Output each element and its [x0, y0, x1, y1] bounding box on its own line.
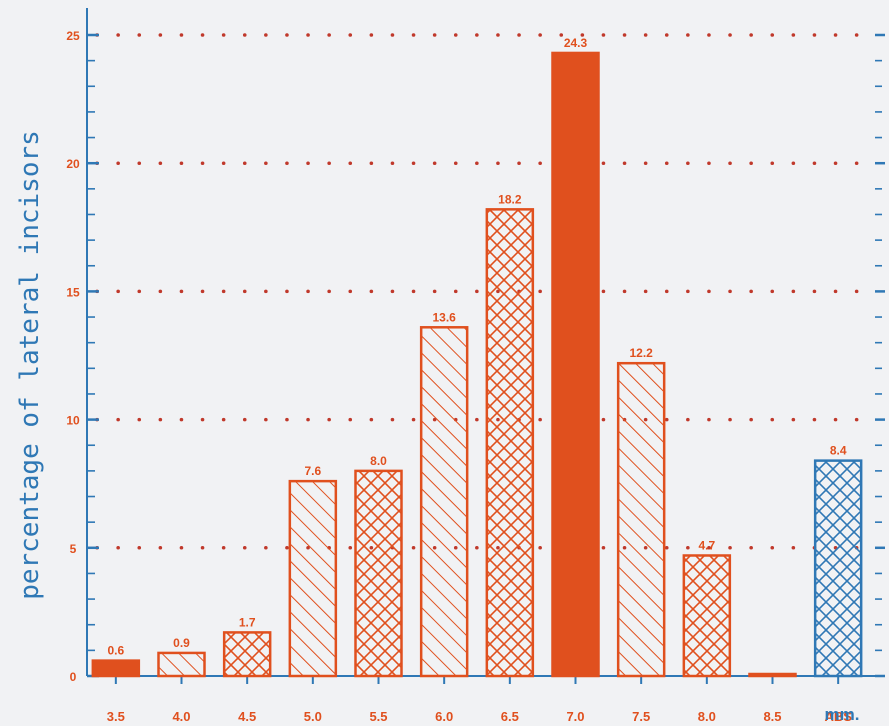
y-tick-label: 20 [66, 157, 80, 171]
bar [157, 651, 206, 678]
y-tick-label: 5 [70, 542, 77, 556]
bar-value-label: 4.7 [698, 538, 715, 552]
bar [288, 479, 338, 678]
bar-value-label: 12.2 [629, 346, 653, 360]
bar [813, 459, 863, 678]
bar-value-label: 18.2 [498, 192, 522, 206]
bar [419, 326, 469, 678]
y-tick-label: 15 [66, 285, 80, 299]
x-tick-label: 8.0 [698, 709, 716, 724]
bar-value-label: 8.0 [370, 454, 387, 468]
x-tick-label: 7.5 [632, 709, 650, 724]
bar-value-label: 0.6 [107, 644, 124, 658]
x-tick-label: 4.0 [172, 709, 190, 724]
bar-value-label: 1.7 [239, 615, 256, 629]
x-tick-label: 3.5 [107, 709, 125, 724]
bar [354, 469, 403, 678]
axes: 0 5 10 15 20 25 [66, 8, 885, 684]
value-labels: 0.6 0.9 1.7 7.6 8.0 13.6 18.2 24.3 12.2 4.7 8.4 [107, 36, 846, 658]
bar-value-label: 8.4 [830, 444, 847, 458]
y-tick-label: 0 [70, 670, 77, 684]
y-tick-label: 25 [66, 29, 80, 43]
x-tick-label: 6.0 [435, 709, 453, 724]
bar-value-label: 13.6 [432, 310, 456, 324]
x-tick-label: 8.5 [763, 709, 781, 724]
x-tick-label: 5.0 [304, 709, 322, 724]
bar [91, 659, 141, 678]
bar-value-label: 0.9 [173, 636, 190, 650]
bar [682, 554, 732, 678]
bar [616, 361, 666, 678]
bar [748, 672, 797, 678]
x-tick-labels: 3.5 4.0 4.5 5.0 5.5 6.0 6.5 7.0 7.5 8.0 8.5 ABS [107, 709, 852, 724]
x-tick-label: 6.5 [501, 709, 519, 724]
x-tick-label: 7.0 [566, 709, 584, 724]
bar-value-label: 7.6 [304, 464, 321, 478]
bar [485, 208, 535, 678]
x-tick-label: ABS [824, 709, 852, 724]
x-unit-label: mm. [825, 705, 860, 724]
x-tick-label: 5.5 [369, 709, 387, 724]
bar [551, 51, 600, 678]
bar [222, 631, 272, 678]
x-tick-label: 4.5 [238, 709, 256, 724]
y-tick-label: 10 [66, 414, 80, 428]
bars [91, 51, 863, 678]
bar-value-label: 24.3 [564, 36, 588, 50]
